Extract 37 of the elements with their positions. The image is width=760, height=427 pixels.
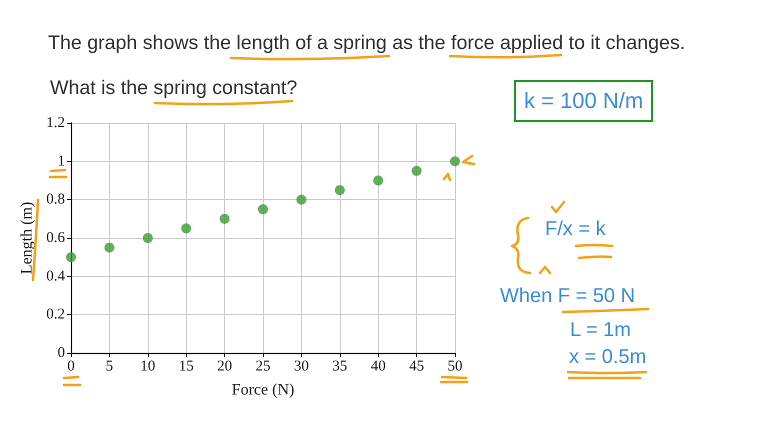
y-tick-label: 0.2 (46, 306, 65, 323)
x-tick-label: 50 (448, 358, 462, 374)
y-tick-label: 0 (58, 345, 65, 361)
box-outline: k = 100 N/m (514, 80, 654, 122)
y-tick-label: 0.4 (46, 268, 66, 284)
x-tick-label: 40 (370, 358, 386, 374)
y-tick-label: 0.6 (46, 230, 66, 246)
x-tick-label: 25 (256, 358, 270, 374)
x-tick-label: 10 (140, 358, 156, 374)
y-tick-label: 0.8 (46, 192, 65, 208)
text: F/x = k (545, 217, 606, 241)
x-tick-label: 45 (409, 358, 424, 374)
point (334, 185, 345, 196)
x-axis-title: Force (N) (232, 382, 294, 398)
point (450, 156, 460, 166)
chart-subtitle: What is the spring constant? (50, 76, 298, 100)
text: L = 1m (570, 318, 631, 342)
point (66, 252, 76, 262)
point (104, 242, 114, 253)
point (296, 194, 306, 205)
point (412, 166, 422, 176)
text: x = 0.5m (569, 345, 646, 369)
x-tick-label: 5 (106, 358, 114, 374)
x-tick-label: 30 (294, 358, 309, 374)
point (142, 233, 153, 243)
chart-title: The graph shows the length of a spring as the force applied to it changes. (48, 31, 686, 55)
point (181, 223, 192, 234)
x-tick-label: 20 (217, 358, 232, 374)
text: When F = 50 N (500, 284, 636, 308)
x-tick-label: 35 (332, 358, 348, 374)
y-axis-title: Length (m) (18, 202, 36, 274)
x-tick-label: 15 (178, 358, 194, 374)
point (373, 176, 384, 186)
y-tick-label: 1.2 (46, 115, 65, 131)
y-tick-label: 1 (58, 153, 65, 170)
point (220, 214, 230, 224)
point (258, 204, 268, 214)
